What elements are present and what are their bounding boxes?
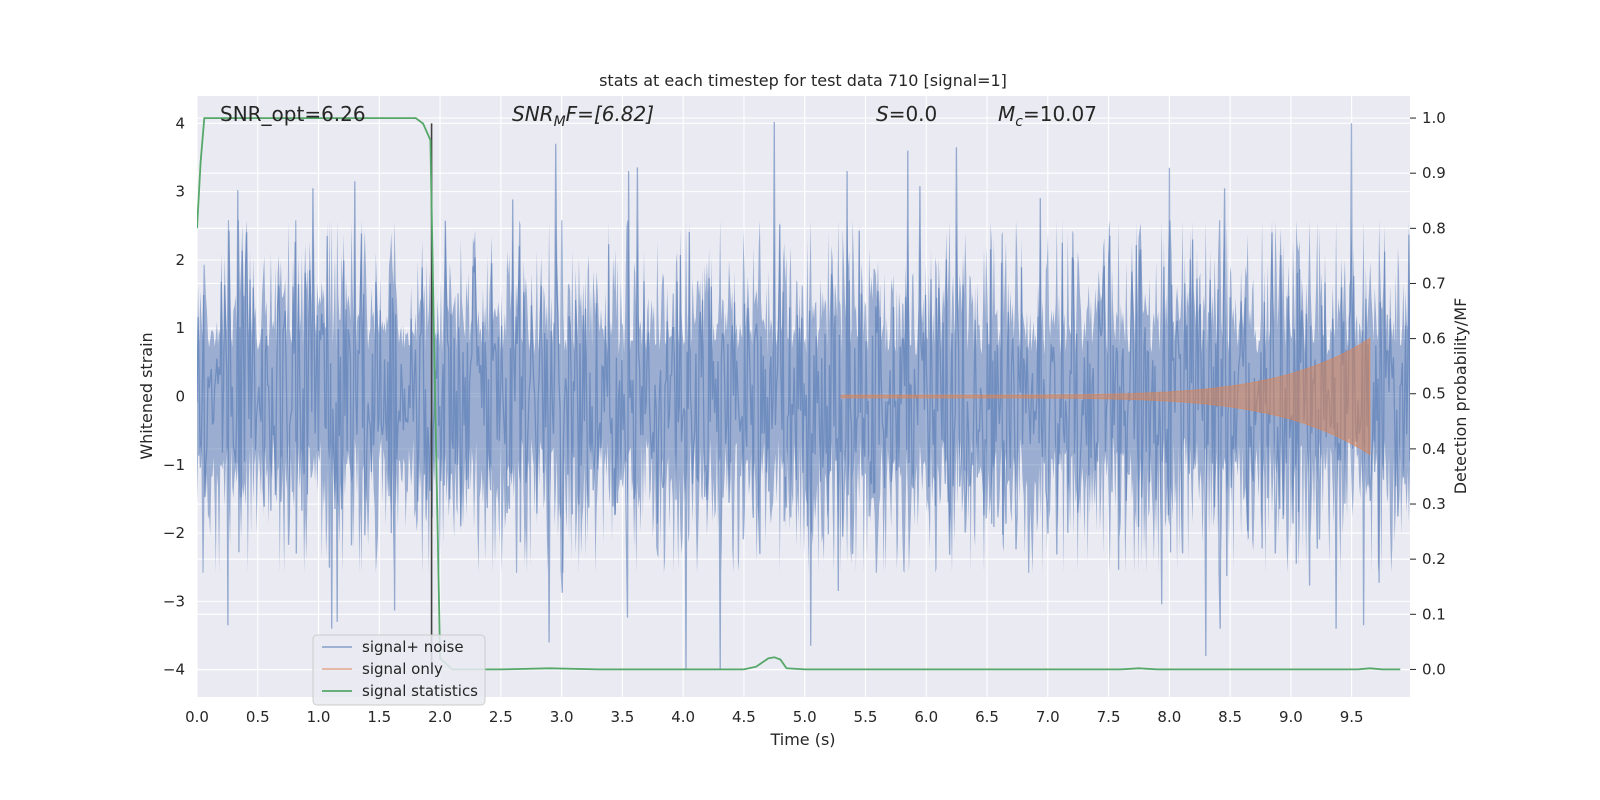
legend-label-signal-noise: signal+ noise	[362, 638, 464, 656]
legend-label-signal-only: signal only	[362, 660, 443, 678]
annotation-s-value: =0.0	[889, 102, 938, 126]
x-tick-label: 5.5	[854, 708, 878, 726]
y-tick-label: 3	[175, 183, 185, 201]
annotation-s-symbol: S	[876, 102, 889, 126]
y-tick-label-right: 0.6	[1422, 330, 1446, 348]
annotation-mc-symbol: M	[998, 102, 1015, 126]
y-tick-label-right: 0.9	[1422, 164, 1446, 182]
x-tick-label: 9.0	[1279, 708, 1303, 726]
noise-line	[197, 121, 1410, 670]
x-tick-label: 2.5	[489, 708, 513, 726]
y-tick-label: 1	[175, 319, 185, 337]
y-tick-label: 4	[175, 114, 185, 132]
annotation-s: S=0.0	[876, 102, 937, 126]
annotation-mc-subscript: c	[1015, 114, 1023, 130]
y-tick-label: −1	[163, 456, 185, 474]
y-tick-label: 0	[175, 388, 185, 406]
x-tick-label: 8.5	[1218, 708, 1242, 726]
x-tick-label: 5.0	[793, 708, 817, 726]
y-tick-label-right: 0.2	[1422, 550, 1446, 568]
annotation-snr-mf-subscript: M	[554, 114, 566, 130]
y-tick-label-right: 0.5	[1422, 385, 1446, 403]
x-tick-label: 1.5	[367, 708, 391, 726]
y-tick-label-right: 0.4	[1422, 440, 1446, 458]
y-tick-label-right: 0.0	[1422, 660, 1446, 678]
x-tick-label: 4.0	[671, 708, 695, 726]
annotation-snr-opt: SNR_opt=6.26	[220, 102, 366, 126]
chirp-envelope	[840, 337, 1371, 456]
x-tick-label: 0.5	[246, 708, 270, 726]
x-tick-label: 6.0	[914, 708, 938, 726]
plot-area	[197, 117, 1410, 671]
y-tick-label: −3	[163, 592, 185, 610]
y-tick-label: −4	[163, 661, 185, 679]
annotation-mc-value: =10.07	[1023, 102, 1097, 126]
x-tick-label: 0.0	[185, 708, 209, 726]
series-signal-statistics	[197, 117, 1401, 671]
x-tick-label: 3.5	[610, 708, 634, 726]
legend-box	[312, 634, 486, 706]
y-tick-label-right: 0.8	[1422, 219, 1446, 237]
y-tick-label-right: 0.3	[1422, 495, 1446, 513]
x-tick-label: 2.0	[428, 708, 452, 726]
x-tick-label: 8.0	[1157, 708, 1181, 726]
x-tick-label: 9.5	[1340, 708, 1364, 726]
x-axis-label: Time (s)	[769, 730, 835, 749]
y-tick-label-right: 0.7	[1422, 274, 1446, 292]
x-tick-label: 1.0	[307, 708, 331, 726]
x-tick-label: 7.0	[1036, 708, 1060, 726]
legend-label-signal-statistics: signal statistics	[362, 682, 478, 700]
axes: 0.0 0.5 1.0 1.5 2.0 2.5 3.0 3.5 4.0 4.5 5.0 5.5 6.0 6…	[163, 109, 1446, 726]
chart-title: stats at each timestep for test data 710…	[599, 71, 1007, 90]
annotation-snr-mf: SNRMF=[6.82]	[512, 102, 654, 130]
x-tick-label: 6.5	[975, 708, 999, 726]
y-tick-label-right: 1.0	[1422, 109, 1446, 127]
y-tick-label: −2	[163, 524, 185, 542]
x-tick-label: 4.5	[732, 708, 756, 726]
annotation-mc: Mc=10.07	[998, 102, 1097, 130]
x-tick-label: 7.5	[1097, 708, 1121, 726]
y-axis-label-right: Detection probability/MF	[1451, 298, 1470, 495]
series-signal-noise	[197, 121, 1410, 670]
legend: signal+ noise signal only signal statist…	[312, 634, 486, 706]
y-tick-label-right: 0.1	[1422, 605, 1446, 623]
series-signal-only	[840, 337, 1371, 456]
y-tick-label: 2	[175, 251, 185, 269]
x-tick-label: 3.0	[550, 708, 574, 726]
y-axis-label: Whitened strain	[137, 332, 156, 459]
annotation-snr-mf-symbol: SNR	[512, 102, 554, 126]
annotation-snr-mf-value: F=[6.82]	[566, 102, 654, 126]
